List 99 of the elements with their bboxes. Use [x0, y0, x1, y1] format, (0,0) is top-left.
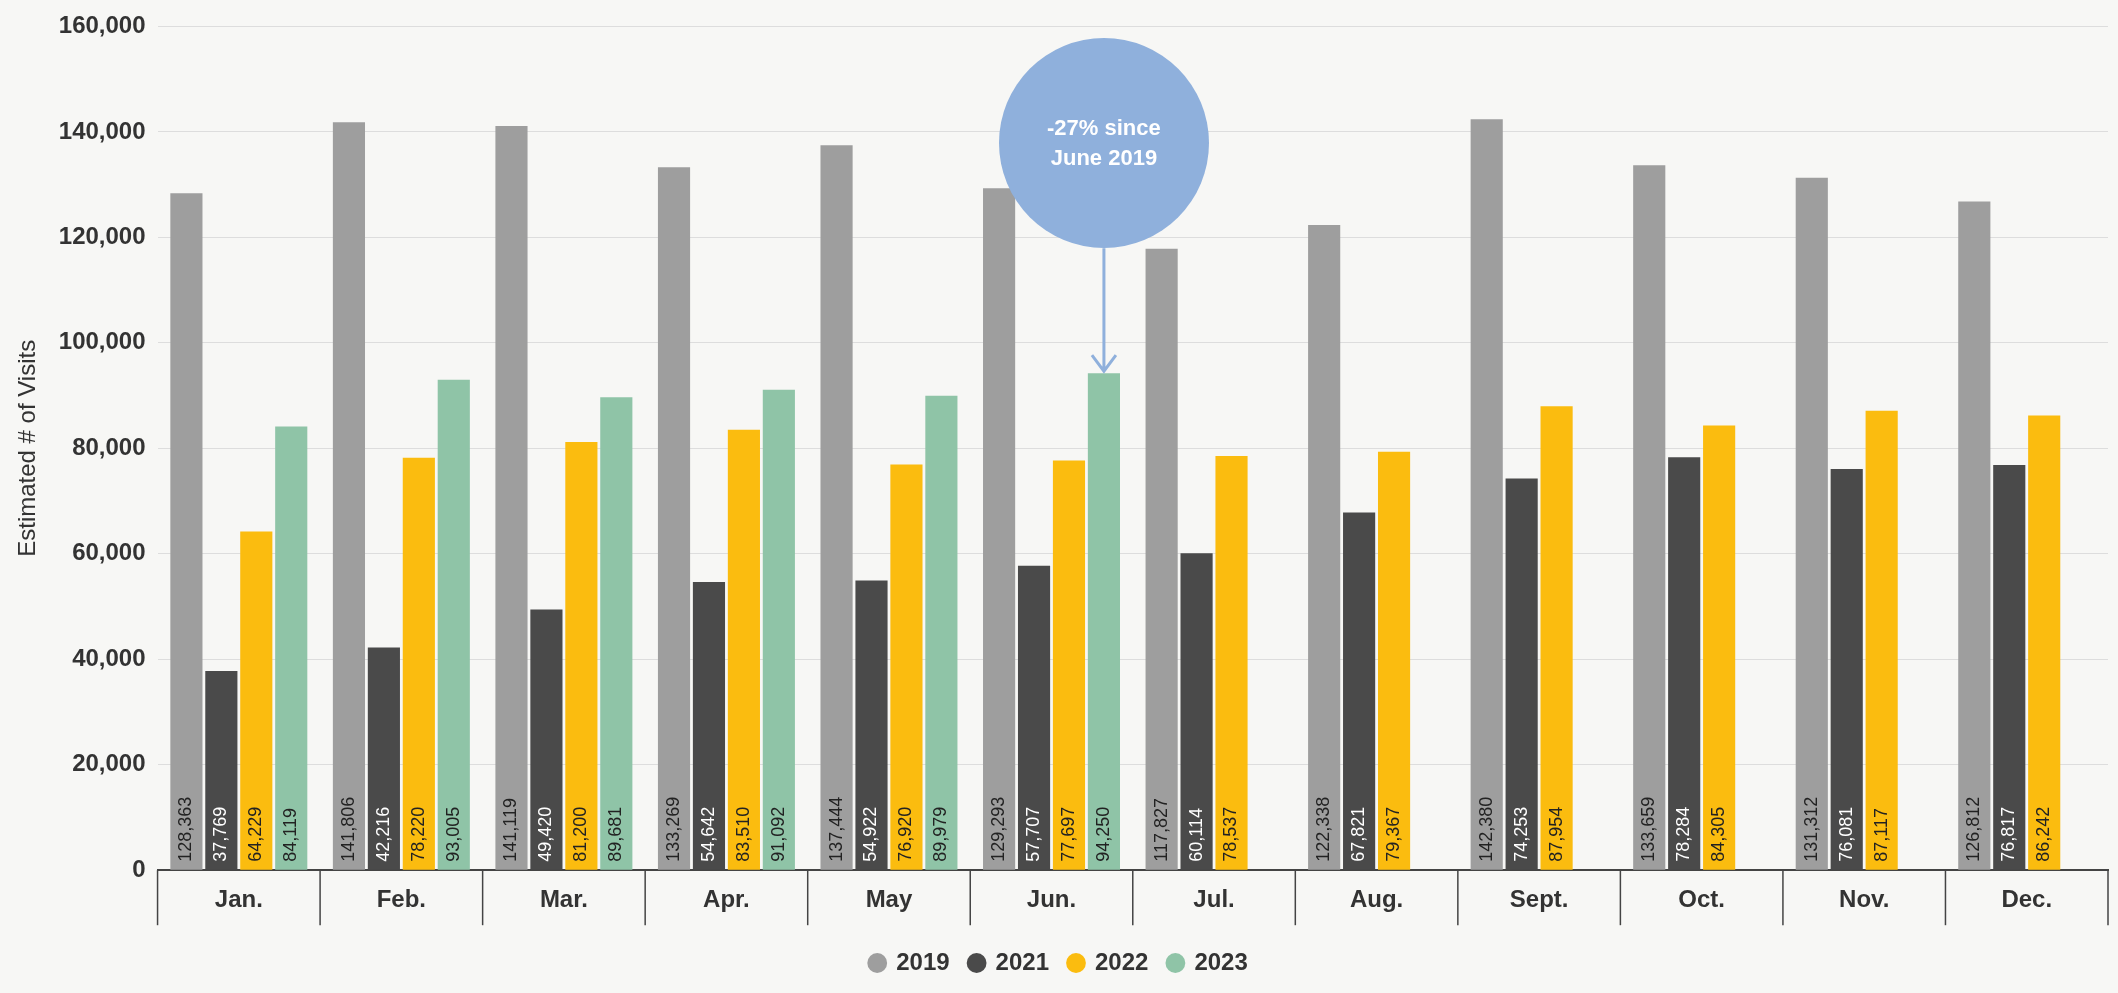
legend-label: 2021 [995, 947, 1049, 975]
legend-label: 2019 [896, 947, 950, 975]
y-tick-label: 60,000 [72, 538, 146, 566]
x-tick-label: Aug. [1349, 885, 1404, 913]
bar [1470, 119, 1503, 870]
callout-bubble: -27% since June 2019 [998, 38, 1209, 249]
x-tick-label: Jul. [1193, 885, 1235, 913]
data-label: 117,827 [1150, 797, 1171, 862]
bar [1377, 451, 1411, 870]
bar [1865, 410, 1898, 870]
data-label: 142,380 [1475, 796, 1496, 862]
data-label: 54,642 [697, 806, 718, 862]
data-label: 57,707 [1023, 806, 1043, 862]
bar [1795, 177, 1828, 870]
bar [275, 426, 308, 870]
bar [1308, 225, 1341, 870]
x-tick-label: May [865, 885, 913, 913]
bar [1145, 248, 1178, 870]
y-tick-label: 120,000 [58, 221, 146, 249]
data-label: 74,253 [1510, 806, 1531, 862]
data-label: 129,293 [988, 796, 1009, 862]
data-label: 86,242 [2033, 806, 2054, 862]
y-axis-title: Estimated # of Visits [13, 339, 41, 557]
data-label: 89,681 [605, 806, 626, 862]
y-tick-label: 0 [132, 854, 146, 882]
bar [240, 531, 273, 870]
data-label: 137,444 [825, 796, 846, 862]
bar [170, 193, 203, 870]
bar [1703, 425, 1736, 870]
bar [1540, 406, 1573, 870]
data-label: 89,979 [930, 806, 951, 862]
data-label: 87,117 [1870, 807, 1891, 862]
data-label: 76,081 [1835, 806, 1856, 862]
bar [1633, 165, 1666, 870]
bar [1215, 456, 1248, 870]
data-label: 78,220 [407, 806, 428, 862]
bar [820, 145, 853, 870]
data-label: 64,229 [245, 806, 266, 862]
legend-label: 2023 [1194, 947, 1248, 975]
y-tick-label: 40,000 [72, 643, 146, 671]
data-label: 81,200 [570, 806, 591, 862]
data-label: 76,920 [895, 806, 916, 862]
data-label: 84,119 [280, 807, 301, 862]
bar [657, 167, 691, 870]
data-label: 91,092 [767, 806, 788, 862]
bar [600, 397, 633, 870]
data-label: 79,367 [1383, 806, 1404, 862]
data-label: 126,812 [1963, 796, 1984, 862]
data-label: 93,005 [442, 806, 463, 862]
x-tick-label: Nov. [1839, 885, 1890, 913]
data-label: 133,269 [662, 796, 683, 862]
data-label: 141,119 [500, 797, 521, 862]
x-tick-label: Sept. [1509, 885, 1569, 913]
bar [332, 122, 366, 870]
data-label: 83,510 [732, 806, 753, 862]
data-label: 54,922 [860, 806, 881, 862]
x-tick-label: Jan. [214, 885, 263, 913]
bar [402, 457, 435, 870]
data-label: 78,537 [1220, 806, 1241, 862]
x-tick-label: Mar. [539, 885, 588, 913]
y-tick-label: 160,000 [58, 11, 146, 39]
data-label: 131,312 [1800, 796, 1821, 862]
x-tick-label: Feb. [376, 885, 427, 913]
data-label: 42,216 [372, 806, 393, 862]
data-label: 87,954 [1545, 806, 1566, 862]
x-tick-label: Dec. [2001, 885, 2053, 913]
y-tick-label: 80,000 [72, 432, 146, 460]
data-label: 67,821 [1348, 806, 1369, 862]
bar [2028, 415, 2061, 870]
data-label: 49,420 [535, 806, 556, 862]
bar [1052, 460, 1086, 870]
bar [565, 441, 598, 870]
x-tick-label: Oct. [1678, 885, 1725, 913]
y-tick-label: 140,000 [58, 116, 146, 144]
data-label: 37,769 [210, 806, 231, 862]
bar [495, 125, 528, 870]
x-tick-label: Jun. [1026, 885, 1077, 913]
bar [890, 464, 923, 870]
bar [727, 429, 760, 870]
data-label: 133,659 [1638, 796, 1659, 862]
bar [1958, 201, 1991, 870]
legend-label: 2022 [1095, 947, 1149, 975]
bar [762, 389, 795, 870]
y-tick-label: 100,000 [58, 327, 146, 355]
bar [983, 188, 1016, 870]
bar [925, 395, 958, 870]
y-tick-label: 20,000 [72, 749, 146, 777]
data-label: 122,338 [1313, 796, 1334, 862]
data-label: 78,284 [1673, 806, 1694, 862]
data-label: 60,114 [1185, 807, 1206, 862]
data-label: 84,305 [1708, 806, 1729, 862]
bar [1087, 373, 1120, 870]
data-label: 141,806 [337, 796, 358, 862]
x-tick-label: Apr. [703, 885, 750, 913]
data-label: 76,817 [1998, 806, 2019, 862]
data-label: 94,250 [1092, 806, 1113, 862]
bar [437, 379, 470, 870]
data-label: 128,363 [175, 796, 196, 862]
data-label: 77,697 [1057, 806, 1078, 862]
